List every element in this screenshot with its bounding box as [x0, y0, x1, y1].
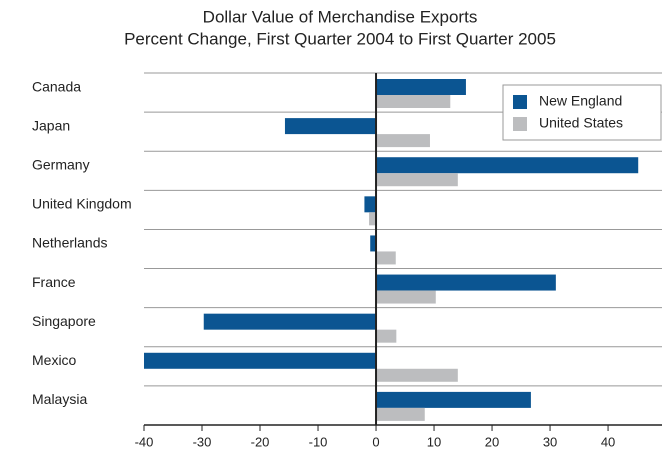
legend-label: New England — [539, 93, 622, 109]
x-tick-label: -40 — [135, 434, 154, 449]
bar — [369, 212, 377, 226]
chart-subtitle: Percent Change, First Quarter 2004 to Fi… — [124, 29, 556, 48]
chart-title: Dollar Value of Merchandise Exports — [203, 7, 478, 26]
bar — [376, 407, 425, 421]
y-tick-label: Netherlands — [32, 235, 108, 251]
bar — [376, 391, 531, 408]
bar — [376, 290, 436, 304]
y-tick-label: Japan — [32, 117, 70, 133]
bar — [376, 79, 466, 95]
y-tick-label: Canada — [32, 78, 81, 94]
y-tick-label: Germany — [32, 156, 90, 172]
bar — [376, 274, 556, 291]
bar — [376, 134, 430, 148]
x-tick-label: 40 — [601, 434, 615, 449]
bar — [376, 368, 458, 382]
x-tick-label: 20 — [485, 434, 499, 449]
x-tick-label: -30 — [193, 434, 212, 449]
bar — [376, 95, 451, 108]
bar — [284, 118, 377, 135]
legend-label: United States — [539, 115, 623, 131]
bar — [144, 352, 377, 369]
x-tick-label: 10 — [427, 434, 441, 449]
y-tick-label: France — [32, 274, 76, 290]
y-tick-label: Singapore — [32, 313, 96, 329]
bar — [376, 251, 396, 265]
bar — [364, 196, 377, 213]
legend-swatch — [513, 117, 527, 131]
y-tick-label: Mexico — [32, 352, 77, 368]
x-tick-label: 0 — [372, 434, 379, 449]
legend-swatch — [513, 95, 527, 109]
y-tick-label: Malaysia — [32, 391, 87, 407]
x-tick-label: -10 — [309, 434, 328, 449]
bar — [370, 235, 377, 252]
bar — [376, 173, 458, 187]
bar — [203, 313, 377, 330]
bar — [376, 157, 639, 174]
y-tick-label: United Kingdom — [32, 196, 132, 212]
bar — [376, 329, 397, 343]
x-tick-label: -20 — [251, 434, 270, 449]
legend-box — [502, 84, 662, 141]
x-tick-label: 30 — [543, 434, 557, 449]
